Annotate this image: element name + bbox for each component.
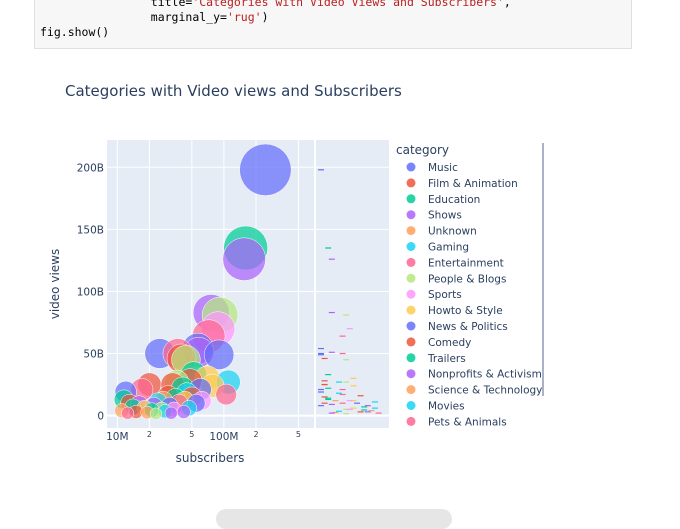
data-point [149, 407, 163, 420]
legend-marker [406, 401, 416, 410]
legend-item-label: Entertainment [428, 257, 504, 269]
legend-marker [406, 178, 416, 188]
legend-marker [406, 337, 416, 347]
legend-marker [406, 321, 416, 331]
legend-marker [406, 289, 416, 299]
y-tick-label: 100B [77, 286, 104, 298]
legend-item-label: Unknown [428, 226, 477, 238]
legend-item-label: Howto & Style [428, 305, 503, 317]
code-line: fig.show() [40, 25, 511, 40]
legend-marker [406, 242, 416, 251]
legend-item-label: Comedy [428, 337, 471, 349]
legend-marker [406, 210, 416, 220]
legend-marker [406, 416, 416, 426]
legend-item-label: Music [428, 162, 458, 174]
x-tick-label: 5 [296, 430, 301, 439]
code-plain: title= [40, 0, 193, 9]
legend-item-label: Nonprofits & Activism [428, 369, 542, 381]
output-toggle-button[interactable] [216, 509, 452, 529]
code-plain: , [503, 0, 511, 9]
y-tick-label: 0 [97, 411, 104, 423]
legend-marker [406, 194, 416, 204]
x-tick-label: 5 [189, 430, 194, 439]
data-point [176, 404, 191, 419]
x-tick-label: 2 [147, 430, 152, 439]
data-point [164, 406, 178, 420]
code-plain: fig.show() [40, 25, 110, 39]
data-point [239, 143, 292, 196]
code-cell[interactable]: title='Categories with Video Views and S… [34, 0, 632, 49]
y-tick-label: 150B [77, 224, 104, 236]
rug-plot-area[interactable] [316, 140, 389, 428]
data-point [203, 339, 235, 370]
legend-item-label: People & Blogs [428, 273, 506, 285]
legend-marker [406, 305, 416, 315]
code-string: 'rug' [226, 10, 262, 24]
legend-marker [406, 257, 416, 267]
legend-item-label: Gaming [428, 242, 469, 254]
legend-marker [406, 226, 416, 236]
code-plain: ) [261, 10, 269, 24]
code-line: title='Categories with Video Views and S… [40, 0, 511, 10]
scatter-chart[interactable]: 10M 2 5 100M 2 5 0 50B 100B 150B 200B subscribers… [0, 0, 680, 515]
code-text[interactable]: title='Categories with Video Views and S… [40, 0, 511, 40]
legend-marker [406, 369, 416, 379]
legend-item-label: Science & Technology [428, 385, 542, 397]
legend-marker [406, 162, 416, 172]
legend-item-label: Pets & Animals [428, 416, 507, 428]
legend-marker [406, 385, 416, 395]
y-tick-label: 50B [83, 349, 104, 361]
x-tick-label: 10M [106, 431, 128, 443]
code-plain: marginal_y= [40, 10, 227, 24]
legend-item-label: Movies [428, 401, 465, 413]
data-point [121, 406, 135, 420]
y-axis-label: video views [48, 249, 62, 319]
chart-title: Categories with Video views and Subscrib… [65, 82, 402, 100]
legend[interactable]: category Music Film & Animation Education S… [396, 143, 544, 428]
x-tick-label: 100M [209, 431, 238, 443]
legend-item-label: News & Politics [428, 321, 508, 333]
legend-marker [406, 353, 416, 363]
x-axis-label: subscribers [176, 451, 245, 465]
x-tick-label: 2 [253, 430, 258, 439]
legend-marker [406, 273, 416, 283]
legend-item-label: Sports [428, 289, 462, 301]
y-tick-label: 200B [77, 162, 104, 174]
code-line: marginal_y='rug') [40, 10, 511, 25]
data-point [222, 237, 266, 281]
legend-title: category [396, 143, 449, 157]
code-string: 'Categories with Video Views and Subscri… [192, 0, 504, 9]
legend-item-label: Film & Animation [428, 178, 518, 190]
legend-item-label: Trailers [427, 353, 466, 365]
legend-item-label: Shows [428, 210, 462, 222]
legend-item-label: Education [428, 194, 480, 206]
data-point [215, 383, 237, 406]
